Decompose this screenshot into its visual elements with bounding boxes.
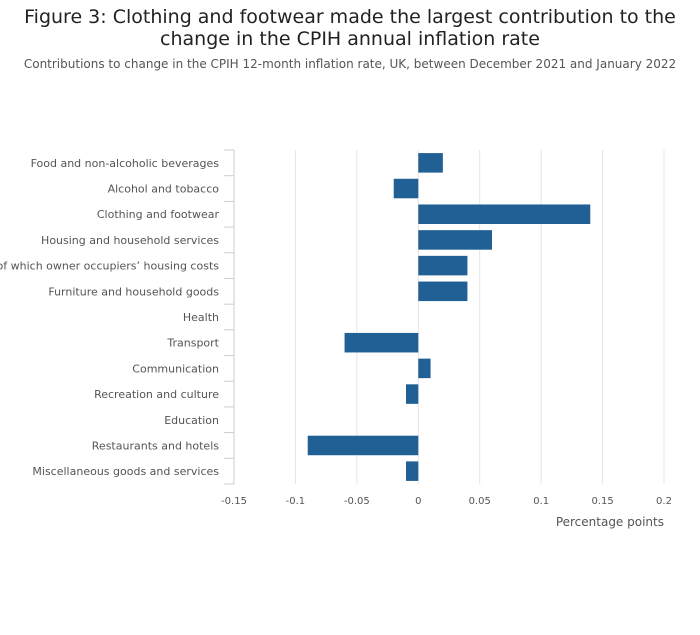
bar: [418, 153, 443, 173]
bar: [307, 435, 419, 456]
x-tick-labels: -0.15 -0.1 -0.05 0 0.05 0.1 0.15 0.2: [221, 496, 672, 507]
bar: [344, 332, 419, 353]
category-label: of which owner occupiers’ housing costs: [0, 260, 219, 273]
chart-subtitle: Contributions to change in the CPIH 12-m…: [23, 57, 677, 71]
bar: [418, 204, 591, 224]
category-label: Alcohol and tobacco: [108, 183, 220, 196]
category-label: Education: [164, 414, 219, 427]
bar: [418, 358, 431, 379]
category-label: Housing and household services: [41, 234, 219, 247]
x-tick-label: -0.15: [221, 496, 247, 507]
category-label: Recreation and culture: [94, 388, 219, 401]
bar: [418, 255, 468, 276]
x-tick-label: 0.15: [591, 496, 613, 507]
category-label: Transport: [166, 337, 219, 350]
category-labels: Food and non-alcoholic beverages Alcohol …: [0, 157, 220, 478]
category-axis: [224, 149, 235, 485]
bar: [418, 281, 468, 302]
x-tick-label: 0: [415, 496, 421, 507]
category-label: Clothing and footwear: [97, 208, 220, 221]
bar: [406, 461, 419, 481]
category-label: Miscellaneous goods and services: [32, 465, 219, 478]
x-tick-label: -0.1: [286, 496, 306, 507]
bar: [393, 178, 419, 199]
bar: [406, 384, 419, 404]
category-label: Communication: [132, 362, 219, 375]
x-tick-label: 0.05: [469, 496, 491, 507]
gridlines: [294, 150, 665, 484]
bar: [418, 230, 492, 250]
chart-title: Figure 3: Clothing and footwear made the…: [24, 6, 676, 50]
x-tick-label: 0.1: [533, 496, 549, 507]
x-axis-title: Percentage points: [556, 515, 664, 529]
category-label: Health: [183, 311, 219, 324]
category-label: Furniture and household goods: [48, 285, 219, 298]
bars: [307, 153, 591, 481]
x-tick-label: -0.05: [344, 496, 370, 507]
category-label: Food and non-alcoholic beverages: [31, 157, 220, 170]
x-tick-label: 0.2: [656, 496, 672, 507]
category-label: Restaurants and hotels: [92, 439, 219, 452]
